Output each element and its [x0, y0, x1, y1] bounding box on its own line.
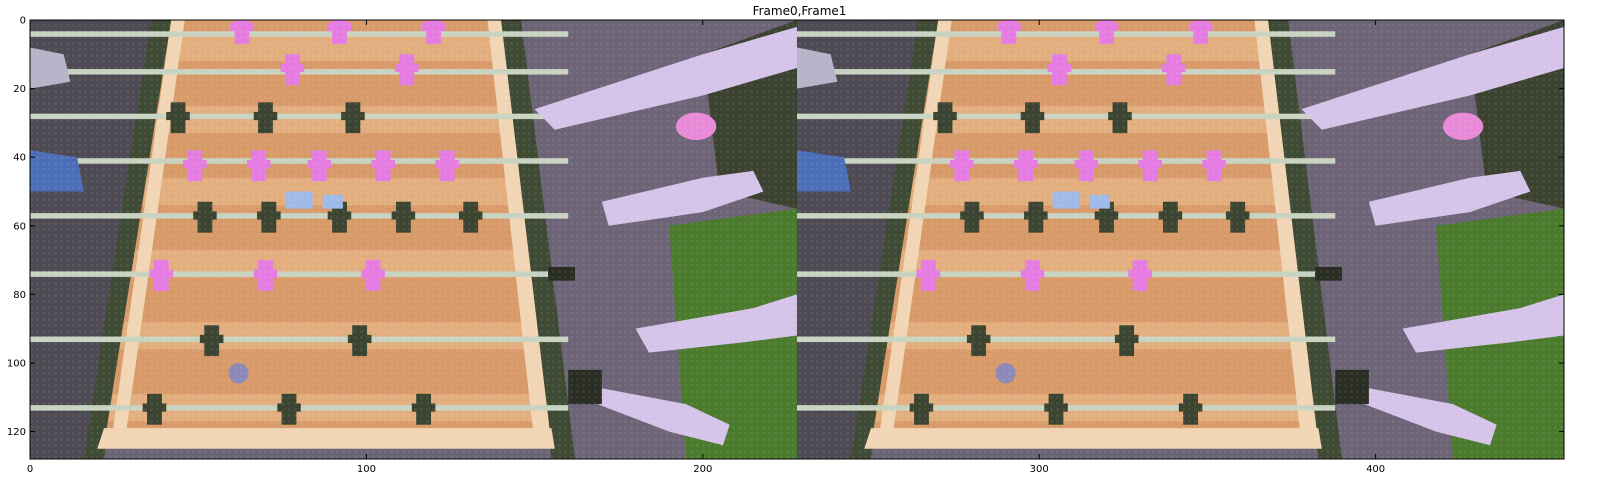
y-tick-label: 120 [7, 427, 26, 438]
x-tick-label: 400 [1366, 464, 1385, 475]
y-tick-label: 100 [7, 358, 26, 369]
image-grain [30, 20, 797, 459]
y-tick-label: 0 [20, 16, 26, 27]
x-axis: 0 100 200 300 400 [27, 20, 1385, 475]
y-tick-label: 40 [13, 153, 26, 164]
x-tick-label: 0 [27, 464, 33, 475]
image-grain [797, 20, 1564, 459]
axes-frame [29, 19, 1565, 460]
x-tick-label: 300 [1030, 464, 1049, 475]
frame-image [30, 20, 797, 459]
y-tick-label: 60 [13, 221, 26, 232]
y-tick-label: 20 [13, 84, 26, 95]
x-tick-label: 100 [357, 464, 376, 475]
frame-image [797, 20, 1564, 459]
figure-title: Frame0,Frame1 [752, 4, 847, 18]
y-axis: 0 20 40 60 80 100 120 [7, 16, 1564, 438]
y-tick-label: 80 [13, 290, 26, 301]
foosball-image [30, 20, 1564, 459]
x-tick-label: 200 [693, 464, 712, 475]
